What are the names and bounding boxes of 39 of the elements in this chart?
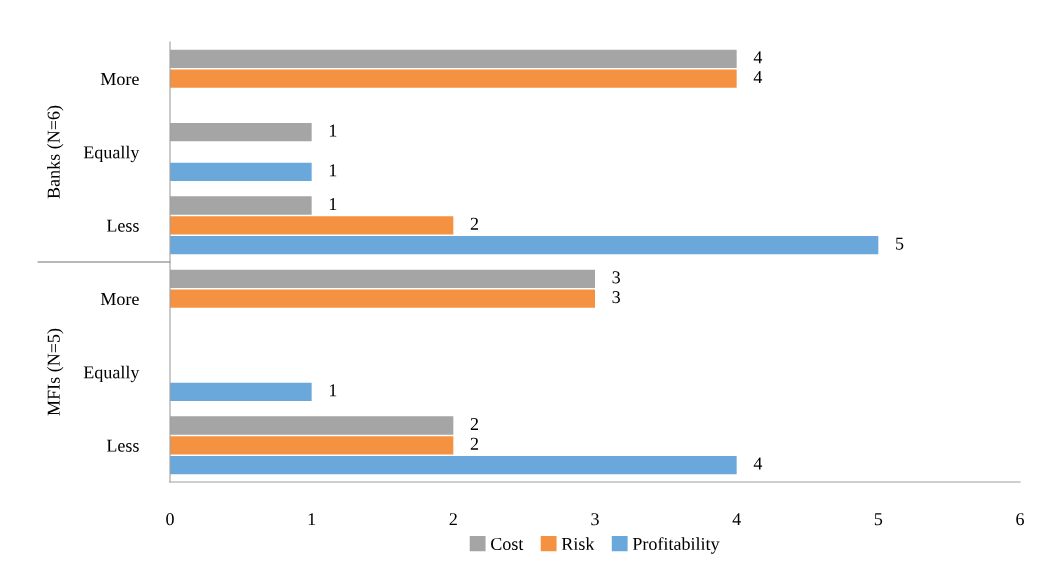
text: Banks (N=6) (47, 105, 64, 199)
x-tick-label: 1 (308, 513, 316, 526)
x-tick-label: 3 (591, 513, 599, 526)
data-label: 4 (753, 51, 763, 64)
y-tick-label: Less (106, 219, 139, 232)
data-label: 2 (470, 417, 479, 430)
data-label: 3 (612, 271, 620, 284)
legend-label: Cost (491, 537, 524, 551)
x-tick-label: 0 (166, 513, 174, 526)
bar (170, 382, 312, 401)
data-label: 2 (470, 437, 479, 450)
x-tick-label: 4 (732, 513, 741, 526)
bar (170, 69, 737, 88)
y-tick-label: Less (106, 439, 139, 452)
data-label: 4 (753, 457, 763, 470)
data-label: 3 (612, 291, 620, 304)
data-label: 5 (896, 237, 904, 250)
data-label: 1 (329, 384, 337, 397)
bar (170, 289, 595, 308)
legend-label: Risk (561, 537, 595, 551)
bar (170, 162, 312, 181)
bar (170, 235, 879, 255)
data-label: 2 (470, 217, 479, 230)
bar (170, 455, 737, 475)
text: MFIs (N=5) (47, 328, 64, 416)
y-tick-label: Equally (83, 365, 140, 383)
data-label: 1 (329, 124, 337, 137)
y-tick-label: More (100, 293, 139, 306)
data-label: 1 (329, 164, 337, 177)
legend-label: Profitability (632, 537, 720, 554)
data-label: 1 (329, 197, 337, 210)
data-label: 4 (753, 71, 763, 84)
x-tick-label: 2 (449, 513, 457, 526)
x-tick-label: 6 (1016, 513, 1024, 526)
bar (170, 436, 454, 455)
y-tick-label: More (100, 73, 139, 86)
y-tick-label: Equally (83, 145, 140, 163)
bar (170, 216, 454, 235)
x-tick-label: 5 (874, 513, 883, 526)
